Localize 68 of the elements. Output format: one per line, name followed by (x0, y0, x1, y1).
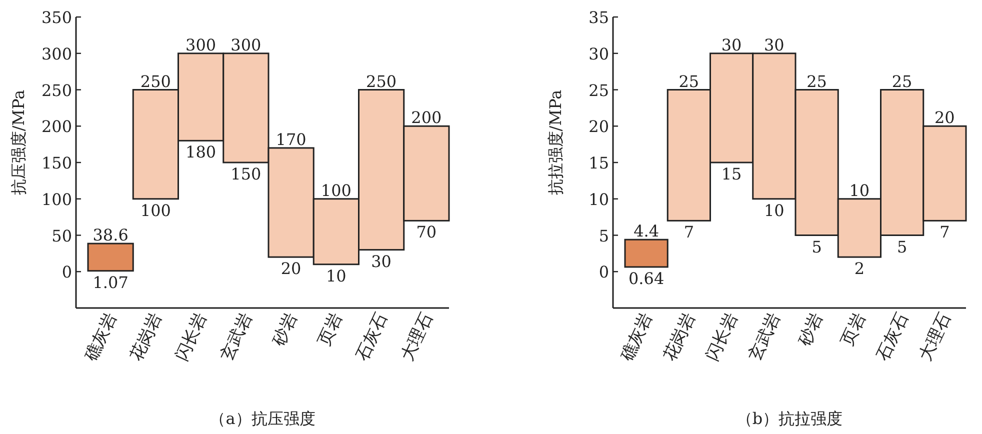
annotation: 4.4 (634, 222, 660, 241)
x-tick-label: 砂岩 (794, 310, 828, 350)
y-axis-title: 抗压强度/MPa (9, 89, 28, 196)
y-tick-label: 350 (41, 8, 72, 27)
x-tick-label: 花岗岩 (660, 310, 700, 364)
annotation: 0.64 (628, 268, 664, 288)
annotation: 5 (812, 237, 822, 256)
annotation: 25 (678, 72, 700, 91)
y-tick-label: 15 (588, 154, 609, 172)
text: （a）抗压强度 (210, 409, 316, 428)
annotation: 1.07 (92, 272, 128, 292)
annotation: 250 (140, 72, 171, 91)
annotation: 100 (320, 180, 352, 200)
x-tick-label: 页岩 (837, 310, 870, 349)
y-axis-title: 抗拉强度/MPa (546, 89, 565, 196)
y-tick-label: 100 (41, 190, 72, 209)
y-tick-label: 300 (41, 44, 72, 64)
y-tick-label: 20 (588, 117, 609, 136)
y-tick-label: 150 (41, 154, 72, 172)
x-tick-label: 礁灰岩 (80, 310, 122, 366)
annotation: 300 (186, 35, 216, 54)
annotation: 180 (186, 142, 216, 162)
annotation: 70 (416, 222, 437, 242)
x-tick-label: 玄武岩 (745, 310, 785, 364)
y-tick-label: 35 (588, 8, 609, 27)
annotation: 5 (896, 237, 908, 256)
annotation: 250 (366, 72, 397, 91)
y-tick-label: 0 (62, 262, 72, 282)
annotation: 200 (411, 108, 442, 128)
annotation: 20 (280, 259, 302, 278)
x-tick-label: 石灰石 (352, 310, 392, 364)
annotation: 170 (276, 130, 306, 149)
annotation: 38.6 (92, 226, 128, 245)
annotation: 30 (764, 35, 784, 54)
x-tick-label: 砂岩 (268, 310, 302, 350)
x-tick-label: 礁灰岩 (616, 310, 657, 366)
x-tick-label: 大理石 (916, 310, 956, 364)
y-tick-label: 200 (41, 117, 72, 136)
annotation: 15 (721, 164, 742, 184)
x-tick-label: 页岩 (314, 310, 347, 349)
annotation: 25 (892, 72, 912, 91)
annotation: 150 (230, 164, 262, 184)
y-tick-label: 30 (588, 44, 609, 64)
annotation: 30 (371, 252, 392, 271)
annotation: 25 (806, 72, 827, 91)
x-tick-label: 玄武岩 (216, 310, 256, 364)
y-tick-label: 10 (588, 190, 609, 209)
annotation: 300 (230, 35, 262, 54)
y-tick-label: 0 (598, 262, 609, 282)
x-tick-label: 闪长岩 (172, 310, 212, 364)
annotation: 10 (764, 200, 784, 220)
x-tick-label: 花岗岩 (126, 310, 166, 364)
y-tick-label: 25 (588, 80, 609, 100)
annotation: 2 (854, 259, 865, 278)
annotation: 100 (140, 200, 171, 220)
annotation: 10 (326, 266, 346, 286)
x-tick-label: 大理石 (397, 310, 437, 364)
text: （b）抗拉强度 (736, 409, 843, 428)
y-tick-label: 250 (41, 80, 72, 100)
x-tick-label: 石灰石 (872, 310, 913, 364)
y-tick-label: 50 (52, 226, 72, 246)
annotation: 30 (721, 35, 742, 54)
annotation: 20 (934, 108, 955, 128)
annotation: 10 (849, 180, 870, 200)
annotation: 7 (940, 222, 950, 242)
y-tick-label: 5 (598, 226, 609, 246)
annotation: 7 (684, 222, 694, 242)
x-tick-label: 闪长岩 (702, 310, 742, 364)
